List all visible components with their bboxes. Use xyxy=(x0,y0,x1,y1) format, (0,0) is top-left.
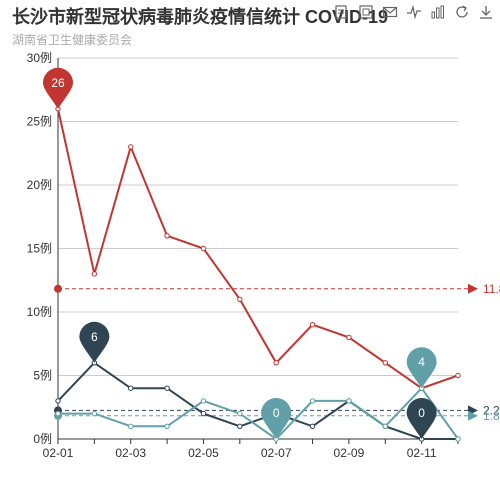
data-point xyxy=(346,398,352,404)
data-point xyxy=(309,322,316,328)
data-point xyxy=(200,245,207,252)
data-point xyxy=(237,296,243,302)
data-point xyxy=(382,423,388,429)
min-pin-label: 0 xyxy=(273,406,280,420)
x-tick-label: 02-11 xyxy=(407,446,437,460)
y-tick-label: 15例 xyxy=(27,242,52,256)
mail-icon[interactable] xyxy=(382,4,398,20)
x-tick-label: 02-03 xyxy=(115,446,146,460)
average-line-arrow xyxy=(468,283,478,294)
average-line-start-dot xyxy=(54,411,62,420)
min-pin xyxy=(261,398,292,439)
x-tick-label: 02-05 xyxy=(188,446,219,460)
data-point xyxy=(418,385,425,391)
series-line xyxy=(57,108,459,390)
y-tick-label: 10例 xyxy=(27,305,52,319)
x-tick-label: 02-09 xyxy=(334,446,365,460)
average-line-start-dot xyxy=(54,284,62,293)
data-point xyxy=(346,398,352,404)
series-line xyxy=(58,386,459,441)
x-tick-label: 02-07 xyxy=(261,446,292,460)
data-point xyxy=(309,423,316,429)
series-line xyxy=(57,361,458,440)
data-point xyxy=(309,398,316,404)
data-point xyxy=(382,423,388,429)
data-point xyxy=(273,436,279,442)
refresh-icon[interactable] xyxy=(454,4,470,20)
average-line-arrow xyxy=(468,405,478,416)
chart-title: 长沙市新型冠状病毒肺炎疫情信统计 COVID-19 xyxy=(12,7,389,27)
save-image-icon[interactable] xyxy=(478,4,494,20)
data-point xyxy=(91,360,98,366)
data-point xyxy=(237,410,243,417)
data-point xyxy=(91,410,98,417)
data-point xyxy=(200,410,207,417)
data-point xyxy=(164,423,170,429)
max-pin-label: 6 xyxy=(91,330,98,344)
data-point xyxy=(55,410,61,417)
y-tick-label: 30例 xyxy=(27,51,52,65)
data-point xyxy=(455,436,461,442)
data-point xyxy=(128,385,134,391)
line-chart-icon[interactable] xyxy=(406,4,422,20)
chart-subtitle: 湖南省卫生健康委员会 xyxy=(12,33,133,47)
min-pin xyxy=(406,398,437,439)
data-point xyxy=(128,423,134,429)
max-pin-label: 4 xyxy=(418,355,425,369)
data-point xyxy=(346,334,352,341)
data-point xyxy=(418,385,425,391)
y-tick-label: 20例 xyxy=(27,178,52,192)
bar-chart-icon[interactable] xyxy=(430,4,446,20)
data-point xyxy=(91,271,98,277)
data-point xyxy=(382,360,388,366)
data-point xyxy=(237,423,243,429)
average-line-label: 1.83 xyxy=(483,409,500,423)
restore-grid-icon[interactable] xyxy=(358,4,374,20)
average-line-arrow xyxy=(468,410,478,421)
y-tick-label: 0例 xyxy=(33,432,52,446)
data-point xyxy=(55,106,61,112)
x-tick-label: 02-01 xyxy=(43,446,74,460)
max-pin xyxy=(406,347,437,389)
average-line-label: 2.25 xyxy=(483,403,500,417)
max-pin-label: 26 xyxy=(51,76,65,90)
data-point xyxy=(273,410,279,417)
toolbox xyxy=(334,4,494,20)
data-point xyxy=(128,144,134,150)
average-line-start-dot xyxy=(54,406,62,415)
average-line-label: 11.83 xyxy=(483,282,500,296)
y-tick-label: 25例 xyxy=(27,115,52,129)
data-point xyxy=(164,385,170,391)
data-point xyxy=(200,398,207,404)
data-point xyxy=(164,233,170,239)
data-point xyxy=(55,398,61,404)
data-point xyxy=(273,360,279,366)
data-point xyxy=(455,372,461,379)
min-pin-label: 0 xyxy=(418,406,425,420)
y-tick-label: 5例 xyxy=(33,369,52,383)
max-pin xyxy=(79,321,110,363)
data-view-icon[interactable] xyxy=(334,4,350,20)
max-pin xyxy=(43,67,73,109)
data-point xyxy=(418,436,425,442)
data-point xyxy=(455,436,461,442)
